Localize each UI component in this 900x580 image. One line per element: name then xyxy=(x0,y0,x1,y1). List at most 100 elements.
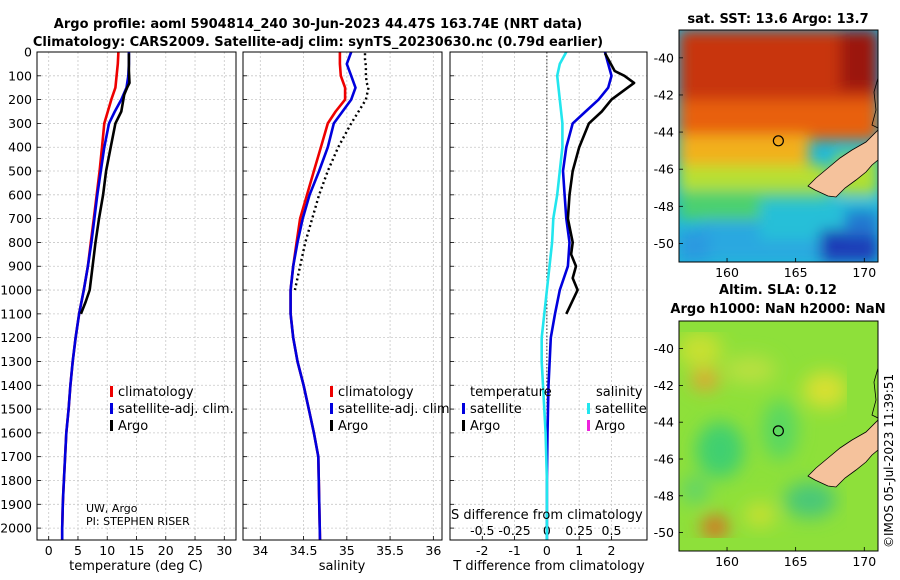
depth-tick-label: 1900 xyxy=(0,497,32,512)
depth-tick-label: 1100 xyxy=(0,306,32,321)
depth-tick-label: 2000 xyxy=(0,521,32,536)
x-tick-label: 2 xyxy=(607,543,615,558)
s-tick-label: -0.5 xyxy=(470,523,494,538)
depth-tick-label: 100 xyxy=(8,68,32,83)
sst-field xyxy=(679,30,878,262)
depth-tick-label: 1600 xyxy=(0,425,32,440)
legend-label-satellite-adj: satellite-adj. clim. xyxy=(338,402,454,417)
depth-tick-label: 600 xyxy=(8,187,32,202)
x-tick-label: 10 xyxy=(99,543,115,558)
depth-tick-label: 1300 xyxy=(0,354,32,369)
temperature-x-label: temperature (deg C) xyxy=(69,559,203,574)
lon-tick-label: 160 xyxy=(715,554,739,569)
series-line-satellite-adj-clim- xyxy=(60,52,131,540)
legend-label-argo: Argo xyxy=(118,419,148,434)
lat-tick-label: -44 xyxy=(654,125,674,140)
figure-title-line1: Argo profile: aoml 5904814_240 30-Jun-20… xyxy=(54,17,582,32)
lon-tick-label: 165 xyxy=(784,265,808,280)
lat-tick-label: -46 xyxy=(654,452,674,467)
depth-axis: 0 100 200 300 400 500 600 700 800 900 1000 1100 1200… xyxy=(0,45,32,536)
x-tick-label: 34 xyxy=(252,543,268,558)
figure-title-line2: Climatology: CARS2009. Satellite-adj cli… xyxy=(33,35,603,50)
s-tick-label: 0.25 xyxy=(565,523,593,538)
difference-legend: temperature salinity satellite Argo sate… xyxy=(462,385,647,434)
lat-tick-label: -50 xyxy=(654,525,674,540)
salinity-x-label: salinity xyxy=(319,559,366,574)
sla-map-title-line2: Argo h1000: NaN h2000: NaN xyxy=(670,302,885,317)
lat-tick-label: -40 xyxy=(654,341,674,356)
lat-tick-label: -46 xyxy=(654,162,674,177)
salinity-x-axis: 34 34.5 35 35.5 36 xyxy=(252,536,441,558)
x-tick-label: 1 xyxy=(575,543,583,558)
lon-tick-label: 160 xyxy=(715,265,739,280)
legend-swatch-argo xyxy=(330,420,333,431)
x-tick-label: 15 xyxy=(129,543,145,558)
x-tick-label: -1 xyxy=(508,543,520,558)
lat-tick-label: -48 xyxy=(654,488,674,503)
series-line-t-satellite xyxy=(545,51,613,540)
depth-tick-label: 1700 xyxy=(0,449,32,464)
lat-tick-label: -42 xyxy=(654,87,674,102)
legend-header-salinity: salinity xyxy=(596,385,643,400)
legend-label-t-satellite: satellite xyxy=(470,402,522,417)
depth-tick-label: 900 xyxy=(8,259,32,274)
t-difference-x-label: T difference from climatology xyxy=(452,559,645,574)
legend-swatch-climatology xyxy=(110,386,113,397)
sst-map-lat-axis: -40 -42 -44 -46 -48 -50 xyxy=(654,50,683,251)
imos-timestamp: ©IMOS 05-Jul-2023 11:39:51 xyxy=(882,374,896,548)
s-difference-label: S difference from climatology xyxy=(451,508,643,523)
x-tick-label: 36 xyxy=(425,543,441,558)
attribution-line1: UW, Argo xyxy=(86,502,138,515)
depth-tick-label: 1500 xyxy=(0,402,32,417)
x-tick-label: 35.5 xyxy=(376,543,404,558)
new-zealand-landmass xyxy=(807,419,878,488)
series-line-t-argo xyxy=(565,52,636,315)
sst-map-title: sat. SST: 13.6 Argo: 13.7 xyxy=(687,12,868,27)
depth-tick-label: 1800 xyxy=(0,473,32,488)
lat-tick-label: -50 xyxy=(654,236,674,251)
legend-swatch-s-satellite xyxy=(587,403,590,414)
legend-label-argo: Argo xyxy=(338,419,368,434)
argo-float-marker xyxy=(772,425,784,437)
t-difference-x-axis: -2 -1 0 1 2 xyxy=(476,536,615,558)
depth-tick-label: 400 xyxy=(8,140,32,155)
depth-tick-label: 700 xyxy=(8,211,32,226)
legend-label-t-argo: Argo xyxy=(470,419,500,434)
depth-tick-label: 0 xyxy=(24,45,32,60)
difference-series xyxy=(540,51,636,540)
temperature-panel: 0100200300400500600700800900100011001200… xyxy=(0,45,237,574)
coastline xyxy=(871,367,878,419)
legend-swatch-satellite-adj xyxy=(110,403,113,414)
attribution-line2: PI: STEPHEN RISER xyxy=(86,515,190,528)
x-tick-label: 0 xyxy=(543,543,551,558)
lat-tick-label: -42 xyxy=(654,378,674,393)
x-tick-label: 35 xyxy=(339,543,355,558)
lon-tick-label: 165 xyxy=(784,554,808,569)
x-tick-label: 25 xyxy=(187,543,203,558)
s-tick-label: 0.5 xyxy=(602,523,622,538)
coastline xyxy=(871,77,878,129)
depth-tick-label: 1400 xyxy=(0,378,32,393)
x-tick-label: 5 xyxy=(74,543,82,558)
legend-swatch-climatology xyxy=(330,386,333,397)
legend-label-s-satellite: satellite xyxy=(595,402,647,417)
series-line-argo xyxy=(293,53,370,291)
temperature-x-axis: 0 5 10 15 20 25 30 xyxy=(45,536,232,558)
sla-map-title-line1: Altim. SLA: 0.12 xyxy=(719,283,837,298)
x-tick-label: 0 xyxy=(45,543,53,558)
legend-header-temperature: temperature xyxy=(470,385,552,400)
sst-map-lon-axis: 160 165 170 xyxy=(715,258,876,280)
lon-tick-label: 170 xyxy=(852,554,876,569)
legend-label-satellite-adj: satellite-adj. clim. xyxy=(118,402,234,417)
salinity-series xyxy=(289,51,370,541)
legend-swatch-s-argo xyxy=(587,420,590,431)
legend-swatch-satellite-adj xyxy=(330,403,333,414)
depth-tick-label: 1000 xyxy=(0,283,32,298)
legend-label-s-argo: Argo xyxy=(595,419,625,434)
s-tick-label: -0.25 xyxy=(498,523,530,538)
sla-map: Altim. SLA: 0.12 Argo h1000: NaN h2000: … xyxy=(654,283,886,569)
depth-tick-label: 200 xyxy=(8,92,32,107)
legend-swatch-t-argo xyxy=(462,420,465,431)
depth-tick-label: 500 xyxy=(8,164,32,179)
x-tick-label: 30 xyxy=(216,543,232,558)
